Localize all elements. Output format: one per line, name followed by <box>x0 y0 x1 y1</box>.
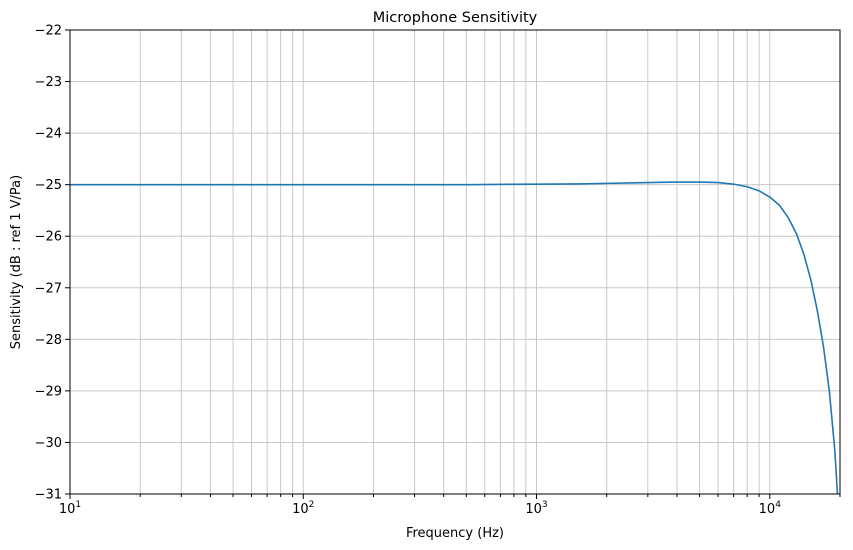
y-tick-label: −30 <box>35 436 62 451</box>
x-tick-label-base: 10 <box>59 502 76 517</box>
y-tick-labels: −22 −23 −24 −25 −26 −27 −28 −29 −30 −31 <box>35 24 62 503</box>
x-tick-label-exponent: 4 <box>775 500 781 510</box>
x-tick-label: 101 <box>59 500 81 517</box>
x-tick-label: 104 <box>759 500 782 517</box>
x-axis-title: Frequency (Hz) <box>406 526 504 541</box>
sensitivity-series-line <box>70 181 839 494</box>
plot-background <box>70 30 840 494</box>
y-axis-title: Sensitivity (dB : ref 1 V/Pa) <box>9 175 24 349</box>
y-tick-label: −28 <box>35 333 62 348</box>
y-tick-label: −31 <box>35 488 62 503</box>
x-tick-label: 103 <box>525 500 547 517</box>
x-tick-label-base: 10 <box>759 502 776 517</box>
tick-marks <box>65 29 841 499</box>
chart-title: Microphone Sensitivity <box>373 10 538 26</box>
y-tick-label: −23 <box>35 75 62 90</box>
plot-frame <box>69 29 841 495</box>
y-tick-label: −26 <box>35 230 62 245</box>
x-tick-label-base: 10 <box>525 502 542 517</box>
x-tick-label-exponent: 2 <box>309 500 315 510</box>
y-tick-label: −25 <box>35 178 62 193</box>
x-tick-label-exponent: 3 <box>542 500 548 510</box>
x-tick-labels: 101 102 103 104 <box>59 500 781 517</box>
series-layer <box>70 181 839 494</box>
y-tick-label: −24 <box>35 127 62 142</box>
y-tick-label: −29 <box>35 384 62 399</box>
y-tick-label: −27 <box>35 281 62 296</box>
y-tick-label: −22 <box>35 24 62 39</box>
x-tick-label-exponent: 1 <box>75 500 81 510</box>
x-tick-label: 102 <box>292 500 314 517</box>
x-tick-label-base: 10 <box>292 502 309 517</box>
